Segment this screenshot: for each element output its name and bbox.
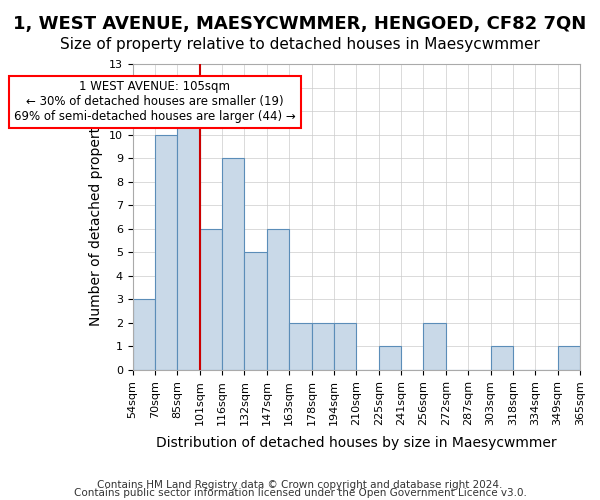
Bar <box>289 323 311 370</box>
Y-axis label: Number of detached properties: Number of detached properties <box>89 108 103 326</box>
Text: Size of property relative to detached houses in Maesycwmmer: Size of property relative to detached ho… <box>60 38 540 52</box>
Bar <box>133 300 155 370</box>
Text: 1 WEST AVENUE: 105sqm
← 30% of detached houses are smaller (19)
69% of semi-deta: 1 WEST AVENUE: 105sqm ← 30% of detached … <box>14 80 296 124</box>
Bar <box>200 229 222 370</box>
Bar <box>424 323 446 370</box>
Bar <box>334 323 356 370</box>
Text: 1, WEST AVENUE, MAESYCWMMER, HENGOED, CF82 7QN: 1, WEST AVENUE, MAESYCWMMER, HENGOED, CF… <box>13 15 587 33</box>
Bar <box>379 346 401 370</box>
Bar <box>557 346 580 370</box>
Bar <box>222 158 244 370</box>
Bar <box>267 229 289 370</box>
Bar <box>178 111 200 370</box>
Bar <box>311 323 334 370</box>
Text: Contains public sector information licensed under the Open Government Licence v3: Contains public sector information licen… <box>74 488 526 498</box>
Text: Contains HM Land Registry data © Crown copyright and database right 2024.: Contains HM Land Registry data © Crown c… <box>97 480 503 490</box>
Bar <box>491 346 513 370</box>
Bar <box>244 252 267 370</box>
X-axis label: Distribution of detached houses by size in Maesycwmmer: Distribution of detached houses by size … <box>156 436 557 450</box>
Bar <box>155 134 178 370</box>
